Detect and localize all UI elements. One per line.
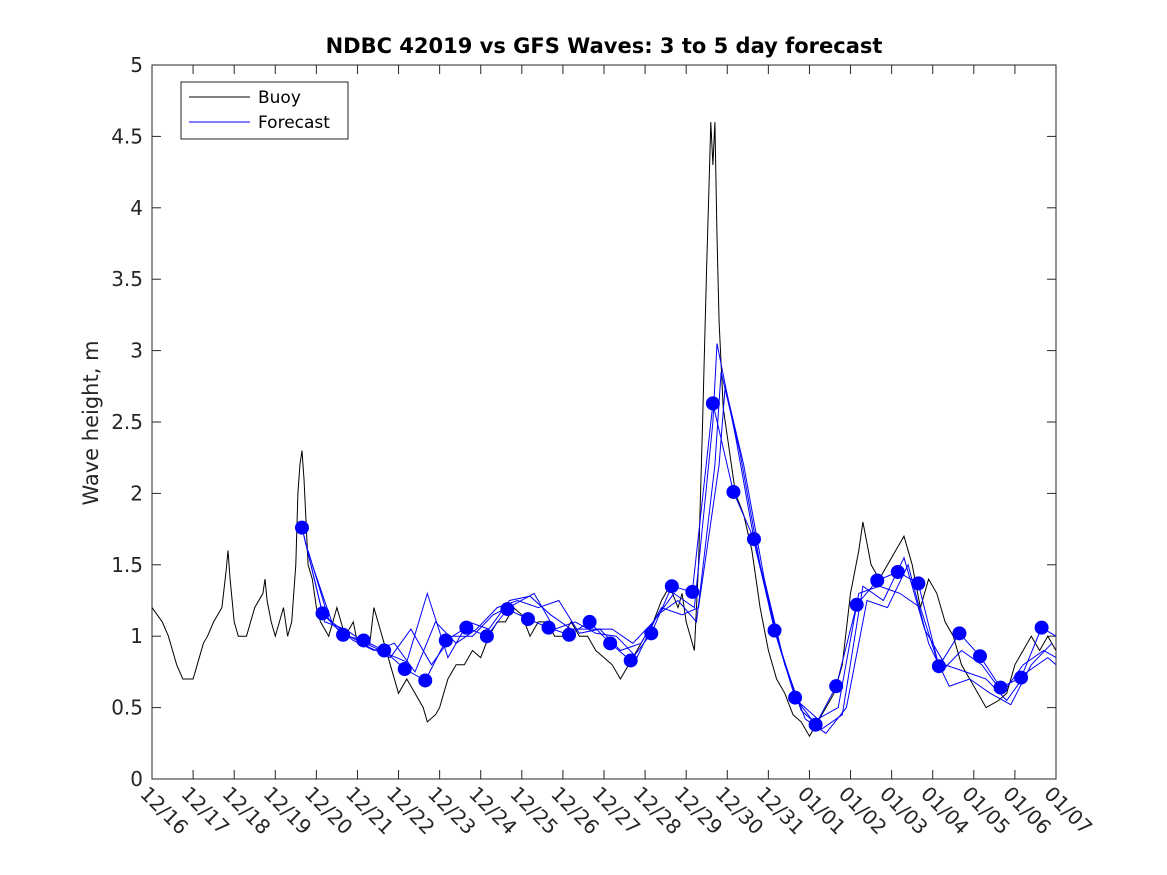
forecast-series-line [301,403,1057,726]
forecast-point [1014,670,1029,685]
forecast-point [726,484,741,499]
forecast-series-line [307,371,1057,730]
forecast-point [931,659,946,674]
forecast-point [808,717,823,732]
forecast-point [705,396,720,411]
forecast-point [972,649,987,664]
forecast-point [500,602,515,617]
y-tick-label: 1.5 [111,553,143,577]
forecast-point [336,627,351,642]
forecast-point [603,636,618,651]
y-tick-label: 5 [130,53,143,77]
forecast-point [459,620,474,635]
forecast-point [582,614,597,629]
y-tick-label: 4 [130,196,143,220]
forecast-point [438,633,453,648]
y-tick-label: 3 [130,339,143,363]
forecast-point [479,629,494,644]
legend: Buoy Forecast [180,81,349,140]
forecast-point [377,643,392,658]
forecast-point [315,606,330,621]
y-tick-label: 2.5 [111,410,143,434]
forecast-point [767,623,782,638]
chart-title: NDBC 42019 vs GFS Waves: 3 to 5 day fore… [326,34,883,58]
forecast-point [911,576,926,591]
forecast-point [1034,620,1049,635]
forecast-point [623,653,638,668]
forecast-point [418,673,433,688]
forecast-point [952,626,967,641]
forecast-point [829,679,844,694]
y-tick-label: 0.5 [111,696,143,720]
forecast-point [890,564,905,579]
forecast-point [644,626,659,641]
forecast-point [562,627,577,642]
forecast-point [993,680,1008,695]
y-tick-label: 1 [130,624,143,648]
forecast-point [664,579,679,594]
forecast-series-line [311,386,1053,734]
legend-buoy-label: Buoy [258,88,301,108]
forecast-point [849,597,864,612]
forecast-point [356,633,371,648]
forecast-point [520,612,535,627]
forecast-point [397,662,412,677]
forecast-point [541,620,556,635]
legend-box [180,81,349,140]
forecast-point [788,690,803,705]
forecast-point [294,520,309,535]
y-axis-label: Wave height, m [79,340,103,505]
forecast-point [746,532,761,547]
y-tick-label: 3.5 [111,267,143,291]
y-tick-label: 0 [130,767,143,791]
forecast-point [685,584,700,599]
y-tick-label: 2 [130,481,143,505]
forecast-series-line [303,343,1057,720]
legend-forecast-label: Forecast [258,113,330,133]
y-tick-label: 4.5 [111,124,143,148]
forecast-point [870,573,885,588]
